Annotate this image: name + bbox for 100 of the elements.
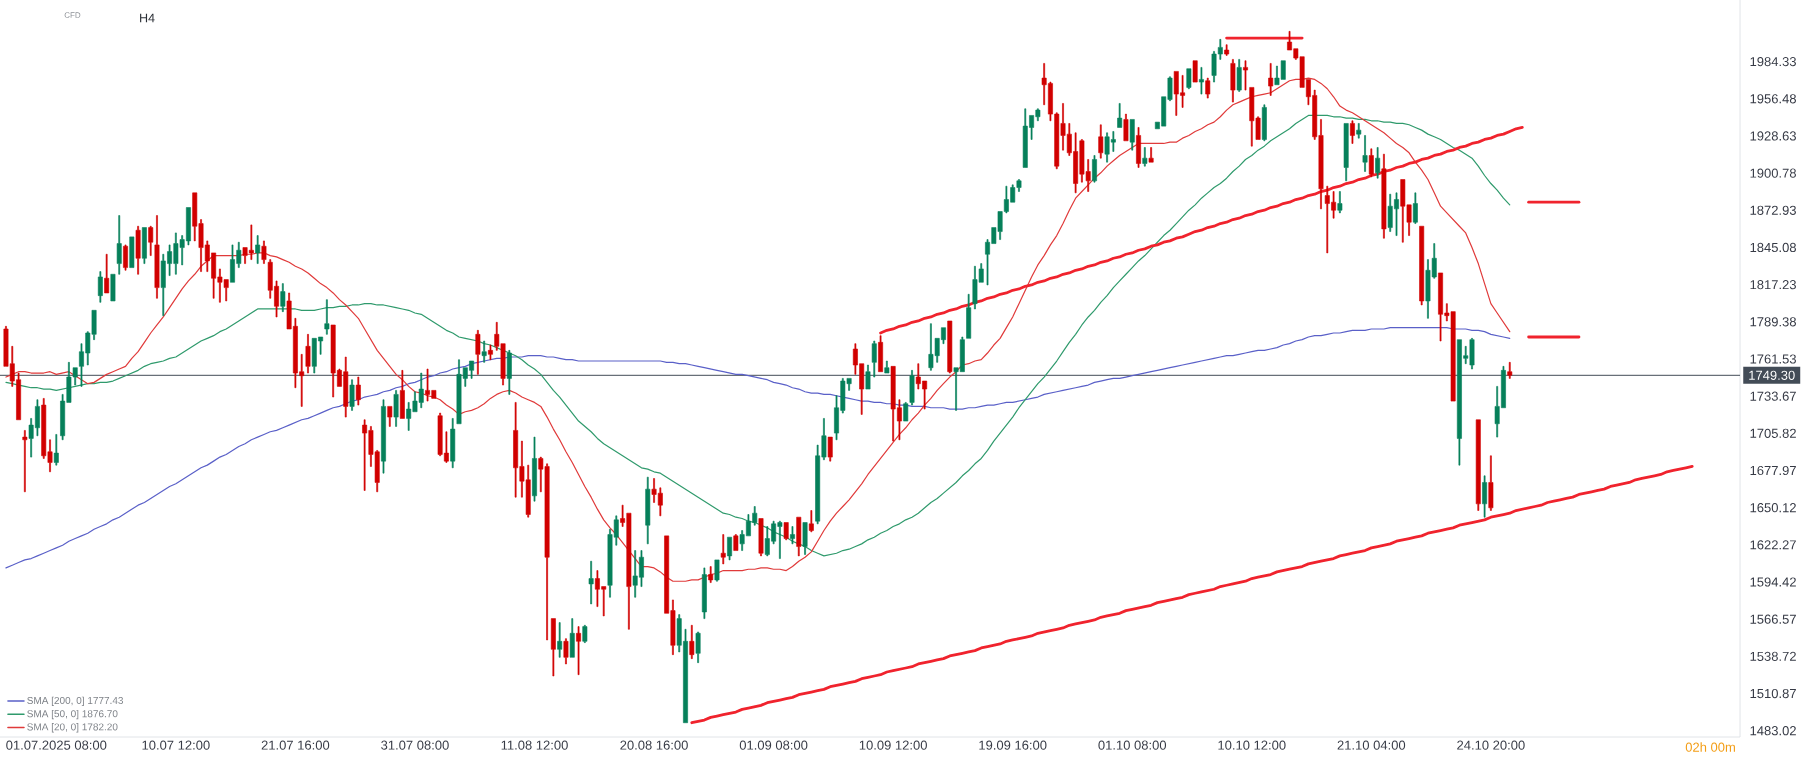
y-tick-label: 1650.12 (1750, 503, 1796, 513)
candlestick (720, 534, 726, 565)
candlestick (506, 350, 512, 395)
y-tick-label: 1845.08 (1750, 242, 1796, 253)
candlestick (733, 534, 739, 551)
candlestick (909, 370, 915, 406)
y-tick-label: 1733.67 (1750, 391, 1796, 401)
candlestick (1224, 44, 1230, 56)
y-tick-label: 1677.97 (1750, 465, 1796, 476)
text: 02h 00m (1685, 742, 1735, 752)
candlestick (1419, 225, 1425, 306)
candlestick (758, 518, 764, 557)
candlestick (1092, 155, 1097, 183)
candlestick (1117, 103, 1123, 128)
candlestick (349, 379, 355, 411)
candlestick (1192, 60, 1198, 83)
candlestick (1350, 120, 1355, 144)
candlestick (261, 240, 267, 264)
candlestick (1368, 148, 1374, 178)
candlestick (141, 227, 147, 264)
candlestick (1236, 59, 1242, 92)
candlestick (123, 244, 128, 271)
candlestick (1475, 419, 1481, 511)
y-tick-label: 1705.82 (1750, 428, 1796, 438)
y-tick-label: 1872.93 (1750, 205, 1796, 215)
y-tick-label: 1566.57 (1750, 614, 1796, 624)
x-tick-label: 10.07 12:00 (142, 740, 210, 750)
candlestick (878, 335, 883, 372)
y-tick-label: 1483.02 (1750, 726, 1796, 736)
candlestick (903, 402, 909, 422)
candlestick (97, 271, 103, 303)
y-tick-label: 1817.23 (1750, 280, 1796, 290)
candlestick (576, 626, 581, 675)
candlestick (1186, 68, 1192, 90)
legend-label: SMA [50, 0] 1876.70 (27, 709, 118, 720)
candlestick (450, 418, 456, 469)
candlestick (1362, 135, 1368, 172)
line-series (879, 126, 1524, 335)
candlestick (645, 476, 651, 545)
candlestick (355, 376, 361, 406)
y-tick-label: 1622.27 (1750, 540, 1796, 550)
candlestick (1482, 475, 1488, 518)
y-tick-label: 1538.72 (1750, 651, 1796, 661)
candlestick (1381, 153, 1387, 239)
candlestick (488, 344, 493, 360)
candlestick (808, 510, 814, 533)
candlestick (727, 536, 732, 561)
candlestick (695, 631, 701, 663)
candlestick (1230, 59, 1236, 103)
candlestick (865, 364, 871, 390)
candlestick (884, 360, 890, 374)
candlestick (569, 618, 575, 658)
candlestick (802, 522, 808, 555)
candlestick (324, 299, 330, 335)
candlestick (796, 516, 802, 557)
candlestick (148, 225, 154, 256)
y-tick-label: 1510.87 (1750, 688, 1796, 699)
y-tick-label: 1594.42 (1750, 577, 1796, 587)
candlestick (255, 235, 261, 264)
candlestick (399, 370, 405, 419)
candlestick (790, 526, 795, 545)
legend-label: SMA [200, 0] 1777.43 (27, 696, 124, 706)
candlestick (305, 334, 311, 374)
candlestick (1261, 104, 1267, 142)
candlestick (563, 638, 569, 665)
candlestick (387, 406, 393, 427)
candlestick (1356, 123, 1362, 139)
x-tick-label: 21.07 16:00 (261, 740, 330, 750)
x-tick-label: 20.08 16:00 (620, 740, 688, 750)
candlestick (1199, 67, 1204, 95)
candlestick (475, 330, 481, 375)
candlestick (783, 522, 789, 541)
candlestick (116, 215, 122, 275)
candlestick (393, 390, 399, 427)
candlestick (1098, 124, 1104, 159)
candlestick (827, 436, 833, 462)
x-tick-label: 01.07.2025 08:00 (6, 740, 107, 750)
ref-line-label: 1749.30 (1749, 370, 1795, 380)
candlestick (1129, 119, 1135, 151)
x-tick-label: 24.10 20:00 (1457, 740, 1525, 750)
candlestick (1123, 113, 1129, 142)
x-tick-label: 31.07 08:00 (381, 740, 449, 750)
y-tick-label: 1900.78 (1750, 168, 1796, 178)
y-tick-label: 1789.38 (1750, 317, 1796, 327)
candlestick (1337, 191, 1343, 214)
candlestick (1488, 455, 1494, 511)
annotation: H4 (140, 13, 155, 23)
x-tick-label: 01.10 08:00 (1098, 740, 1167, 750)
candlestick (1136, 127, 1141, 168)
candlestick (1142, 147, 1148, 167)
y-tick-label: 1984.33 (1750, 57, 1796, 67)
candlestick (1343, 123, 1349, 182)
x-tick-label: 11.08 12:00 (501, 740, 568, 750)
candlestick (1148, 147, 1154, 163)
candlestick (280, 283, 286, 312)
x-tick-label: 01.09 08:00 (739, 740, 808, 750)
x-tick-label: 10.10 12:00 (1218, 740, 1286, 750)
candlestick (104, 253, 110, 294)
candlestick (481, 340, 487, 363)
candlestick (154, 215, 160, 299)
